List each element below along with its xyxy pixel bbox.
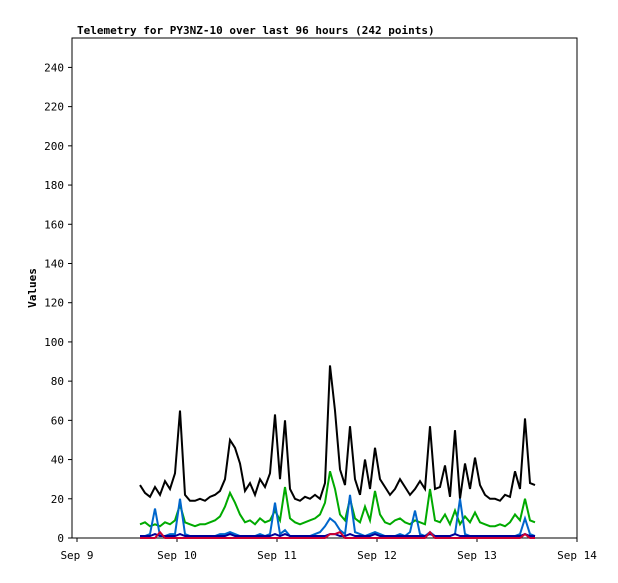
y-tick-label: 220 — [44, 101, 64, 114]
y-tick-label: 40 — [51, 454, 64, 467]
y-tick-label: 60 — [51, 414, 64, 427]
x-tick-label: Sep 10 — [157, 549, 197, 562]
y-tick-label: 80 — [51, 375, 64, 388]
y-tick-label: 20 — [51, 493, 64, 506]
series-line — [140, 530, 535, 539]
y-tick-label: 240 — [44, 61, 64, 74]
x-tick-label: Sep 12 — [357, 549, 397, 562]
x-tick-label: Sep 13 — [457, 549, 497, 562]
x-tick-label: Sep 14 — [557, 549, 597, 562]
chart-title: Telemetry for PY3NZ-10 over last 96 hour… — [77, 24, 435, 37]
y-tick-label: 200 — [44, 140, 64, 153]
y-tick-label: 0 — [57, 532, 64, 545]
y-tick-label: 180 — [44, 179, 64, 192]
series-line — [139, 471, 536, 528]
y-tick-label: 160 — [44, 218, 64, 231]
series-line — [140, 533, 535, 538]
plot-frame — [71, 37, 578, 539]
y-tick-label: 120 — [44, 297, 64, 310]
y-tick-label: 140 — [44, 257, 64, 270]
series-line — [139, 365, 536, 502]
y-tick-label: 100 — [44, 336, 64, 349]
y-axis-label: Values — [26, 268, 39, 308]
x-tick-label: Sep 11 — [257, 549, 297, 562]
x-tick-label: Sep 9 — [60, 549, 93, 562]
